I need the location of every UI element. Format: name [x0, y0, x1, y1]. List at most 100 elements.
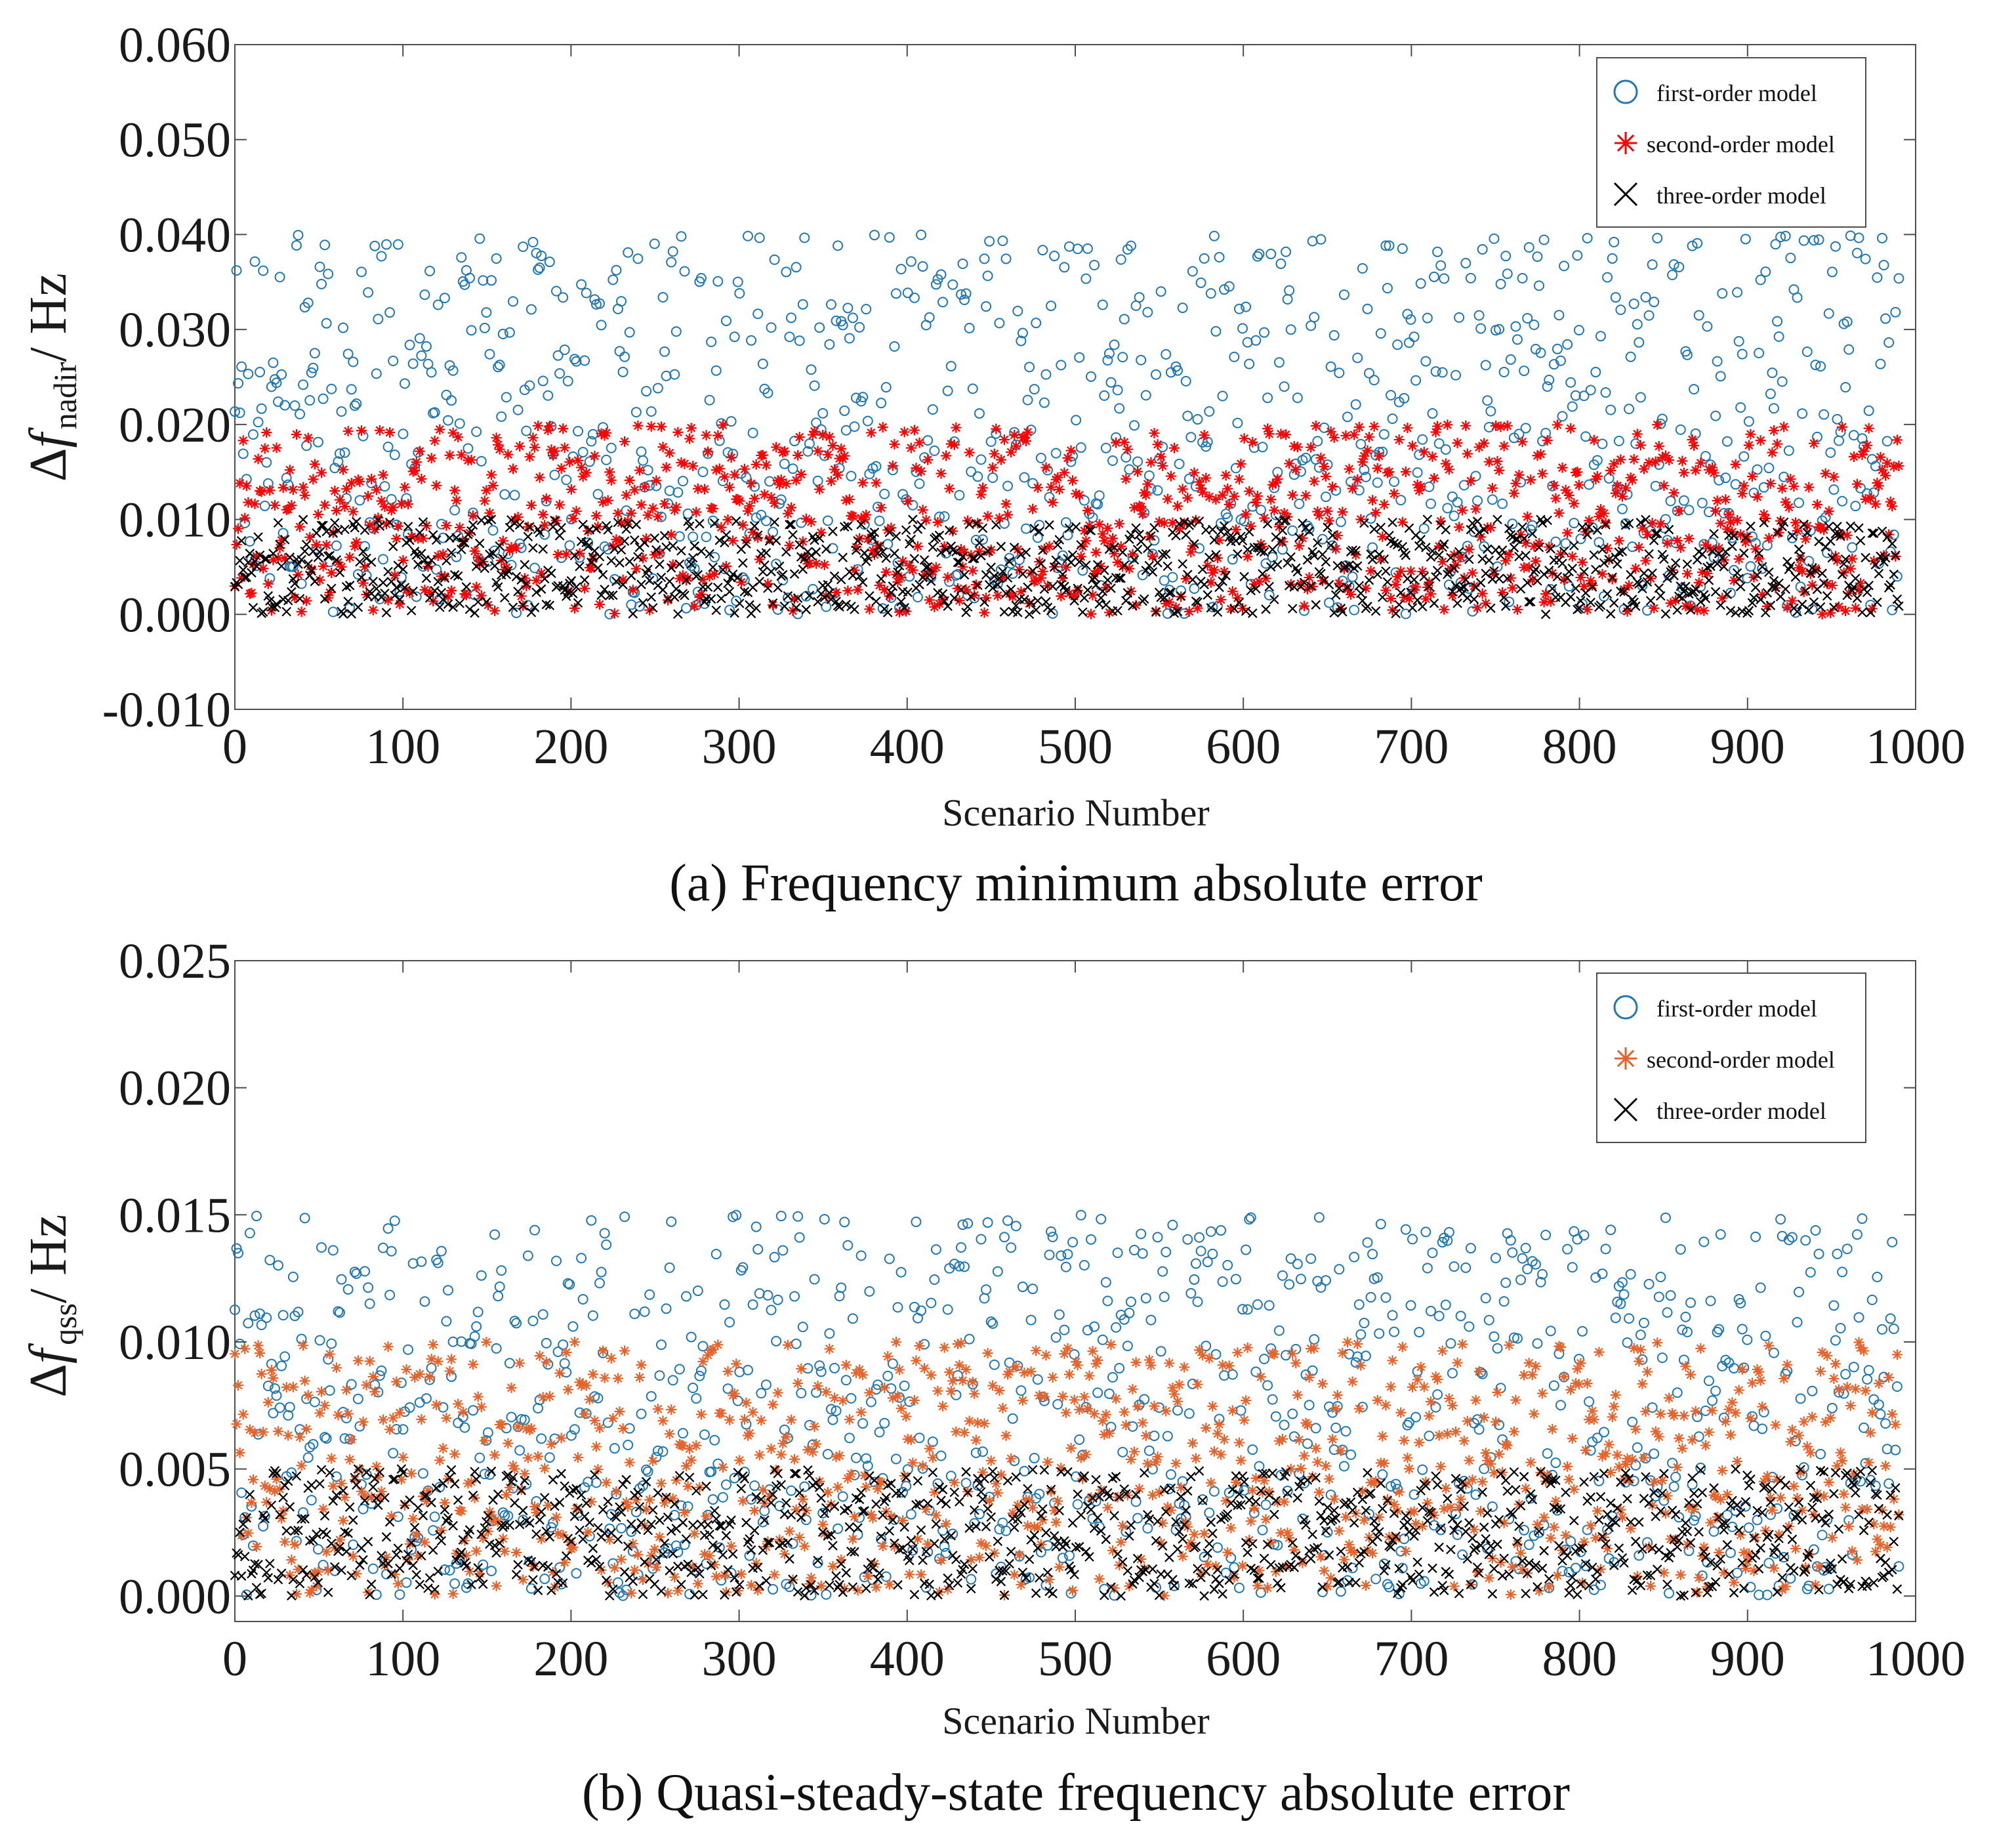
- data-point: [824, 1343, 835, 1354]
- data-point: [945, 1385, 957, 1396]
- data-point: [500, 593, 510, 603]
- data-point: [1050, 448, 1061, 459]
- data-point: [1161, 549, 1171, 559]
- data-point: [1207, 1400, 1218, 1411]
- data-point: [1232, 1347, 1243, 1358]
- data-point: [1265, 494, 1277, 505]
- data-point: [1277, 536, 1288, 547]
- data-point: [1857, 450, 1868, 461]
- data-point: [1237, 535, 1248, 546]
- data-point: [1047, 497, 1058, 508]
- data-point: [376, 251, 387, 262]
- data-point: [1473, 310, 1485, 321]
- data-point: [1128, 600, 1138, 611]
- data-point: [1347, 572, 1358, 583]
- data-point: [1410, 581, 1422, 593]
- data-point: [1737, 1364, 1748, 1375]
- data-point: [469, 545, 480, 556]
- data-point: [1257, 442, 1268, 453]
- data-point: [1795, 554, 1806, 565]
- data-point: [1440, 1483, 1451, 1494]
- data-point: [1729, 1577, 1740, 1588]
- data-point: [1715, 371, 1726, 382]
- data-point: [1171, 531, 1181, 541]
- data-point: [1067, 475, 1079, 486]
- data-point: [979, 1418, 990, 1429]
- data-point: [1347, 483, 1358, 494]
- data-point: [1022, 394, 1033, 406]
- data-point: [358, 577, 369, 589]
- data-point: [966, 1554, 977, 1565]
- data-point: [364, 1356, 375, 1367]
- data-point: [1107, 1545, 1119, 1556]
- data-point: [609, 1562, 620, 1574]
- data-point: [1587, 1406, 1598, 1417]
- data-point: [1635, 1344, 1646, 1355]
- data-point: [508, 602, 518, 612]
- data-point: [937, 1401, 949, 1412]
- data-point: [1031, 605, 1041, 615]
- data-point: [784, 331, 795, 343]
- data-point: [1058, 569, 1068, 579]
- data-point: [928, 542, 938, 553]
- data-point: [1227, 586, 1238, 597]
- data-point: [781, 266, 792, 278]
- data-point: [316, 278, 327, 289]
- data-point: [1002, 509, 1014, 520]
- data-point: [1845, 563, 1856, 574]
- data-point: [1325, 361, 1336, 372]
- data-point: [1833, 601, 1844, 612]
- data-point: [1402, 308, 1413, 320]
- data-point: [493, 362, 504, 373]
- data-point: [1337, 1347, 1348, 1358]
- data-point: [424, 1371, 436, 1383]
- data-point: [1157, 460, 1168, 471]
- data-point: [987, 583, 998, 593]
- data-point: [1106, 583, 1116, 593]
- data-point: [964, 447, 975, 458]
- data-point: [1279, 1496, 1290, 1507]
- data-point: [1468, 1524, 1479, 1535]
- data-point: [638, 455, 649, 466]
- data-point: [1475, 1505, 1487, 1516]
- data-point: [1432, 421, 1443, 432]
- data-point: [624, 327, 635, 338]
- data-point: [1054, 484, 1065, 495]
- data-point: [1290, 1358, 1302, 1369]
- data-point: [1298, 1450, 1309, 1461]
- data-point: [1084, 1370, 1095, 1381]
- data-point: [1300, 452, 1311, 463]
- data-point: [464, 272, 475, 283]
- data-point: [962, 602, 973, 612]
- data-point: [1727, 1397, 1738, 1408]
- data-point: [1609, 1401, 1620, 1412]
- data-point: [1695, 457, 1706, 469]
- data-point: [857, 1370, 869, 1381]
- data-point: [1044, 491, 1055, 503]
- data-point: [1016, 586, 1027, 597]
- data-point: [701, 532, 712, 543]
- data-point: [1575, 1358, 1586, 1369]
- data-point: [714, 463, 725, 474]
- data-point: [1479, 1412, 1490, 1423]
- data-point: [959, 1427, 970, 1438]
- data-point: [348, 356, 359, 367]
- data-point: [1420, 593, 1431, 604]
- data-point: [1407, 440, 1418, 451]
- data-point: [791, 474, 802, 486]
- data-point: [617, 366, 628, 377]
- data-point: [688, 532, 699, 543]
- data-point: [1452, 1357, 1463, 1368]
- data-point: [1064, 1369, 1075, 1380]
- data-point: [665, 576, 674, 587]
- data-point: [969, 1388, 980, 1399]
- data-point: [1425, 498, 1436, 509]
- data-point: [484, 348, 495, 360]
- data-point: [406, 531, 417, 542]
- legend-marker-asterisk-a: [1615, 132, 1637, 154]
- data-point: [1723, 509, 1735, 520]
- data-point: [398, 554, 409, 566]
- data-point: [1097, 528, 1108, 539]
- data-point: [905, 256, 916, 267]
- data-point: [1330, 543, 1342, 554]
